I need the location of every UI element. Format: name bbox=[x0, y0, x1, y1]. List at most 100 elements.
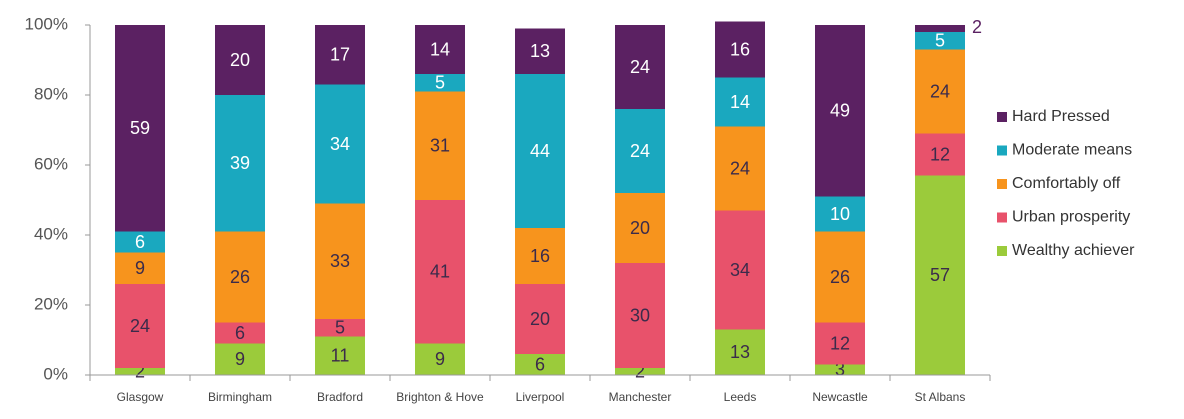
data-label: 57 bbox=[930, 265, 950, 285]
bar-segment bbox=[215, 231, 265, 323]
y-tick-label: 0% bbox=[43, 364, 68, 383]
data-label: 6 bbox=[135, 232, 145, 252]
data-label: 31 bbox=[430, 136, 450, 156]
legend-label: Comfortably off bbox=[1012, 175, 1121, 192]
bar-segment bbox=[815, 196, 865, 232]
bar-segment bbox=[815, 322, 865, 365]
legend-label: Urban prosperity bbox=[1012, 209, 1130, 226]
data-label: 59 bbox=[130, 118, 150, 138]
data-label: 34 bbox=[330, 134, 350, 154]
data-label: 16 bbox=[730, 39, 750, 59]
data-label: 14 bbox=[730, 92, 750, 112]
data-label: 3 bbox=[835, 360, 845, 380]
data-label: 49 bbox=[830, 101, 850, 121]
data-label: 17 bbox=[330, 45, 350, 65]
x-tick-label: Manchester bbox=[608, 391, 672, 404]
bar-segment bbox=[515, 354, 565, 375]
legend-swatch bbox=[997, 145, 1007, 156]
bar-segment bbox=[115, 231, 165, 253]
y-tick-label: 80% bbox=[34, 84, 68, 103]
y-tick-label: 40% bbox=[34, 224, 68, 243]
data-label: 13 bbox=[730, 342, 750, 362]
data-label: 26 bbox=[230, 267, 250, 287]
x-tick-label-box: Glasgow bbox=[116, 391, 164, 404]
x-tick-label: Leeds bbox=[723, 391, 757, 404]
bar-segment bbox=[515, 228, 565, 284]
bar-segment bbox=[115, 25, 165, 232]
bar-segment bbox=[715, 210, 765, 330]
bar-segment bbox=[615, 368, 665, 375]
bar-segment bbox=[715, 77, 765, 127]
bar-segment bbox=[415, 343, 465, 375]
bar-segment bbox=[315, 319, 365, 337]
bar-segment bbox=[915, 25, 965, 32]
bar-segment bbox=[215, 95, 265, 232]
data-label: 9 bbox=[435, 349, 445, 369]
data-label: 2 bbox=[635, 361, 645, 381]
bar-segment bbox=[315, 25, 365, 85]
bar-segment bbox=[415, 200, 465, 344]
data-label: 5 bbox=[935, 31, 945, 51]
data-label: 24 bbox=[130, 316, 150, 336]
bar-segment bbox=[715, 126, 765, 211]
data-label: 24 bbox=[630, 141, 650, 161]
bar-segment bbox=[915, 49, 965, 134]
bar-segment bbox=[415, 91, 465, 200]
bar-segment bbox=[715, 21, 765, 78]
x-tick-label-box: Bradford bbox=[316, 391, 364, 404]
bar-segment bbox=[515, 284, 565, 354]
data-label: 39 bbox=[230, 153, 250, 173]
data-label: 2 bbox=[135, 361, 145, 381]
data-label: 12 bbox=[930, 144, 950, 164]
data-label: 34 bbox=[730, 260, 750, 280]
data-label: 26 bbox=[830, 267, 850, 287]
legend-swatch bbox=[997, 179, 1007, 189]
data-label: 20 bbox=[630, 218, 650, 238]
data-label: 30 bbox=[630, 305, 650, 325]
x-tick-label: Bradford bbox=[316, 391, 364, 404]
x-tick-label: St Albans bbox=[914, 391, 966, 404]
bar-segment bbox=[915, 175, 965, 375]
bar-segment bbox=[915, 133, 965, 176]
data-label: 6 bbox=[235, 323, 245, 343]
x-tick-label: Newcastle bbox=[812, 391, 868, 404]
bar-segment bbox=[315, 84, 365, 204]
legend-swatch bbox=[997, 112, 1007, 122]
data-label: 2 bbox=[972, 17, 982, 37]
bar-segment bbox=[315, 203, 365, 319]
bar-segment bbox=[615, 193, 665, 263]
data-label: 11 bbox=[331, 346, 350, 366]
legend-swatch bbox=[997, 212, 1007, 223]
bar-segment bbox=[815, 231, 865, 323]
bar-segment bbox=[615, 263, 665, 368]
bar-segment bbox=[615, 25, 665, 109]
bar-segment bbox=[815, 364, 865, 375]
data-label: 41 bbox=[430, 262, 450, 282]
legend-swatch bbox=[997, 246, 1007, 256]
y-tick-label: 20% bbox=[34, 294, 68, 313]
data-label: 9 bbox=[135, 258, 145, 278]
bar-segment bbox=[415, 25, 465, 74]
x-tick-label: Brighton & Hove bbox=[396, 391, 484, 404]
x-tick-label-box: Birmingham bbox=[207, 391, 273, 404]
bar-segment bbox=[215, 25, 265, 95]
data-label: 14 bbox=[430, 39, 450, 59]
data-label: 20 bbox=[230, 50, 250, 70]
bar-segment bbox=[915, 32, 965, 50]
data-label: 24 bbox=[730, 158, 750, 178]
bar-segment bbox=[115, 284, 165, 368]
x-tick-label: Birmingham bbox=[207, 391, 273, 404]
bar-segment bbox=[615, 109, 665, 193]
data-label: 16 bbox=[530, 246, 550, 266]
bar-segment bbox=[415, 74, 465, 92]
legend-label: Moderate means bbox=[1012, 142, 1132, 159]
x-tick-label: Glasgow bbox=[116, 391, 164, 404]
bar-segment bbox=[215, 343, 265, 375]
data-label: 5 bbox=[435, 73, 445, 93]
x-tick-label-box: Brighton & Hove bbox=[396, 391, 484, 404]
x-tick-label-box: Liverpool bbox=[516, 391, 565, 404]
data-label: 6 bbox=[535, 354, 545, 374]
data-label: 13 bbox=[530, 41, 550, 61]
bar-segment bbox=[515, 28, 565, 74]
